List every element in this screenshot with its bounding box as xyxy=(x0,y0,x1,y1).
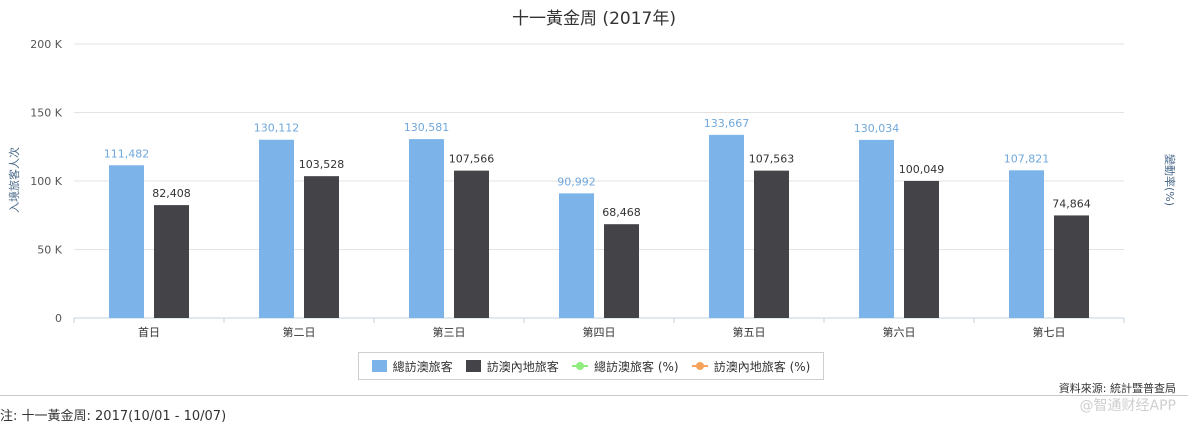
bar-series-1 xyxy=(709,134,744,318)
x-tick-label: 第二日 xyxy=(283,325,316,339)
data-label-series-2: 107,563 xyxy=(749,153,795,166)
bar-series-2 xyxy=(904,180,939,318)
data-label-series-2: 107,566 xyxy=(449,153,495,166)
bar-series-2 xyxy=(454,170,489,318)
data-label-series-1: 133,667 xyxy=(704,117,750,130)
data-label-series-2: 100,049 xyxy=(899,163,945,176)
legend-swatch-series-1 xyxy=(371,360,387,372)
legend-item-series-1[interactable]: 總訪澳旅客 xyxy=(371,358,453,375)
bar-chart: 0 50 K 100 K 150 K 200 K 111,482 82,408 130,11… xyxy=(7,38,1177,339)
data-label-series-1: 111,482 xyxy=(104,147,150,160)
data-labels: 111,482 82,408 130,112 103,528 130,581 107,56… xyxy=(104,117,1091,219)
bars xyxy=(109,134,1089,318)
bar-series-2 xyxy=(604,224,639,318)
data-label-series-2: 68,468 xyxy=(602,206,641,219)
legend-label-series-1: 總訪澳旅客 xyxy=(392,359,453,374)
x-tick-label: 首日 xyxy=(138,325,160,339)
legend-item-series-4[interactable]: 訪澳內地旅客 (%) xyxy=(691,358,811,375)
legend-swatch-series-2 xyxy=(465,360,481,372)
legend-marker-series-3 xyxy=(572,362,588,370)
source-credit: 資料來源: 統計暨普查局 xyxy=(1058,382,1176,395)
legend-item-series-2[interactable]: 訪澳內地旅客 xyxy=(465,358,559,375)
legend-marker-series-4 xyxy=(691,362,708,370)
data-label-series-1: 107,821 xyxy=(1004,152,1050,165)
x-tick-label: 第五日 xyxy=(733,325,766,339)
data-label-series-2: 74,864 xyxy=(1052,197,1091,210)
y-tick-label: 50 K xyxy=(37,244,62,257)
bar-series-1 xyxy=(109,165,144,318)
data-label-series-1: 130,581 xyxy=(404,121,450,134)
y-tick-label: 0 xyxy=(55,312,62,325)
chart-legend: 總訪澳旅客 訪澳內地旅客 總訪澳旅客 (%) 訪澳內地旅客 (%) xyxy=(358,352,824,380)
y-tick-label: 150 K xyxy=(30,107,62,120)
data-label-series-1: 130,034 xyxy=(854,122,900,135)
bar-series-2 xyxy=(754,170,789,318)
footnote: 注: 十一黃金周: 2017(10/01 - 10/07) xyxy=(0,409,227,424)
y-axis-title: 入境旅客人次 xyxy=(7,147,21,213)
legend-label-series-2: 訪澳內地旅客 xyxy=(486,359,559,374)
chart-title: 十一黃金周 (2017年) xyxy=(512,9,676,29)
gridlines xyxy=(74,43,1124,319)
bar-series-2 xyxy=(1054,215,1089,318)
y-axis-ticks: 0 50 K 100 K 150 K 200 K xyxy=(30,38,62,325)
data-label-series-1: 90,992 xyxy=(557,175,596,188)
bar-series-1 xyxy=(859,139,894,318)
x-tick-label: 第三日 xyxy=(433,325,466,339)
watermark: @智通财经APP xyxy=(1079,398,1176,414)
y2-axis-title: 變動率(%) xyxy=(1163,154,1177,206)
bar-series-1 xyxy=(559,193,594,318)
bar-series-2 xyxy=(154,205,189,318)
x-tick-label: 第四日 xyxy=(583,325,616,339)
bar-series-1 xyxy=(1009,170,1044,318)
y-tick-label: 100 K xyxy=(30,175,62,188)
x-tick-label: 第七日 xyxy=(1033,325,1066,339)
legend-item-series-3[interactable]: 總訪澳旅客 (%) xyxy=(572,358,679,375)
bar-series-1 xyxy=(409,139,444,318)
divider xyxy=(0,395,1188,396)
x-tick-label: 第六日 xyxy=(883,325,916,339)
bar-series-2 xyxy=(304,176,339,318)
data-label-series-2: 82,408 xyxy=(152,187,191,200)
x-axis-ticks: 首日 第二日 第三日 第四日 第五日 第六日 第七日 xyxy=(73,318,1125,339)
data-label-series-1: 130,112 xyxy=(254,122,300,135)
y-tick-label: 200 K xyxy=(30,38,62,51)
legend-label-series-4: 訪澳內地旅客 (%) xyxy=(713,359,811,374)
data-label-series-2: 103,528 xyxy=(299,158,345,171)
legend-label-series-3: 總訪澳旅客 (%) xyxy=(594,359,679,374)
bar-series-1 xyxy=(259,139,294,318)
